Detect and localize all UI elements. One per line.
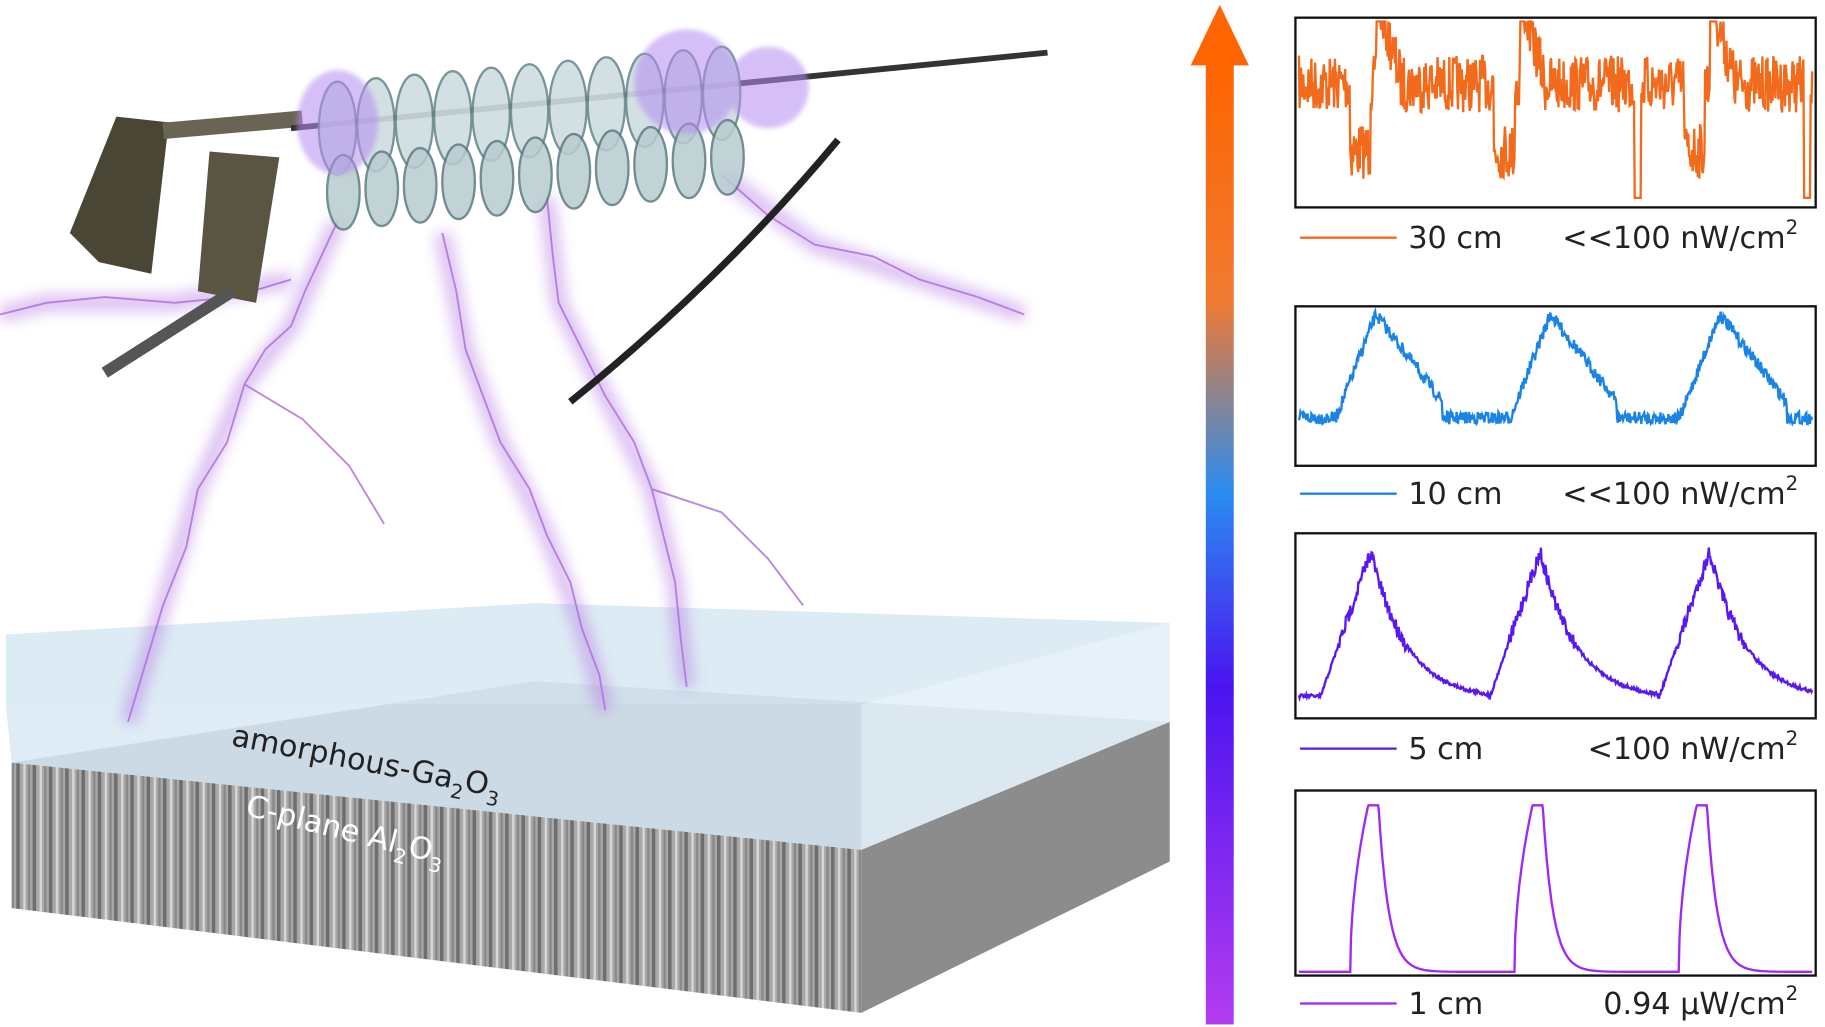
panel-frame [1294,789,1817,977]
signal-trace [1297,547,1814,703]
signal-trace [1297,20,1814,200]
intensity-sup: 2 [1786,982,1799,1005]
insulator [69,29,1048,405]
panel-frame [1294,532,1817,720]
substrate [5,603,1170,1013]
intensity-label: <<100 nW/cm2 [1562,472,1798,512]
panel-frame [1294,16,1817,209]
distance-label: 1 cm [1408,987,1483,1022]
signal-trace [1298,804,1813,974]
distance-label: 30 cm [1408,221,1502,256]
disc [364,150,400,228]
intensity-text: <<100 nW/cm [1562,477,1785,512]
disc [479,139,515,217]
intensity-sup: 2 [1786,216,1799,239]
distance-label: 5 cm [1408,732,1483,767]
lightning [0,168,1027,725]
disc [633,125,669,203]
signal-trace [1297,306,1814,427]
intensity-sup: 2 [1786,727,1799,750]
distance-arrow [1190,4,1249,1025]
disc [671,122,707,200]
disc [517,136,553,214]
disc [402,146,438,224]
intensity-label: <100 nW/cm2 [1588,727,1799,767]
disc [594,129,630,207]
disc [709,118,745,196]
intensity-label: <<100 nW/cm2 [1562,216,1798,256]
disc [441,143,477,221]
panel-frame [1294,305,1817,467]
intensity-text: <<100 nW/cm [1562,221,1785,256]
intensity-text: 0.94 μW/cm [1603,987,1785,1022]
intensity-text: <100 nW/cm [1588,732,1786,767]
disc [556,132,592,210]
distance-label: 10 cm [1408,477,1502,512]
intensity-label: 0.94 μW/cm2 [1603,982,1798,1022]
intensity-sup: 2 [1786,472,1799,495]
